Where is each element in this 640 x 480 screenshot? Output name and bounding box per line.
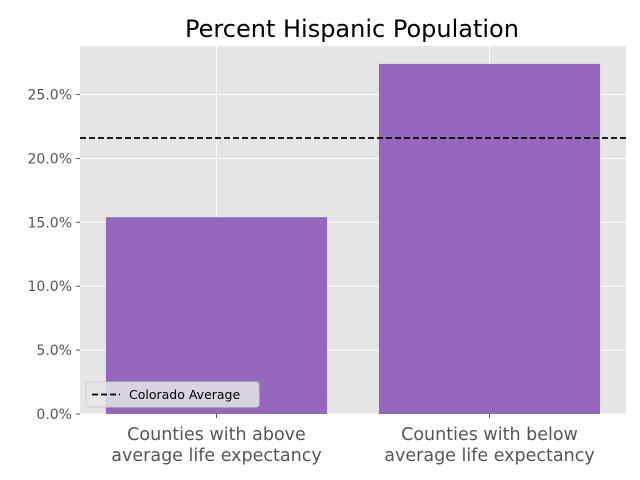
x-axis: Counties with above average life expectan… (111, 414, 595, 466)
y-axis: 0.0% 5.0% 10.0% 15.0% 20.0% 25.0% (28, 88, 80, 423)
y-tick-label: 15.0% (28, 215, 72, 231)
x-tick-label: Counties with below average life expectan… (384, 425, 594, 466)
bars (105, 63, 601, 415)
legend: Colorado Average (85, 381, 260, 408)
y-tick-label: 0.0% (36, 407, 72, 423)
y-tick-label: 25.0% (28, 88, 72, 104)
legend-label: Colorado Average (129, 387, 240, 402)
x-tick-label: Counties with above average life expectan… (111, 425, 321, 466)
y-tick-label: 20.0% (28, 151, 72, 167)
bar-0 (105, 217, 328, 414)
bar-1 (378, 63, 601, 415)
legend-box (85, 381, 260, 408)
chart-title: Percent Hispanic Population (185, 15, 519, 43)
y-tick-label: 5.0% (36, 343, 72, 359)
y-tick-label: 10.0% (28, 279, 72, 295)
